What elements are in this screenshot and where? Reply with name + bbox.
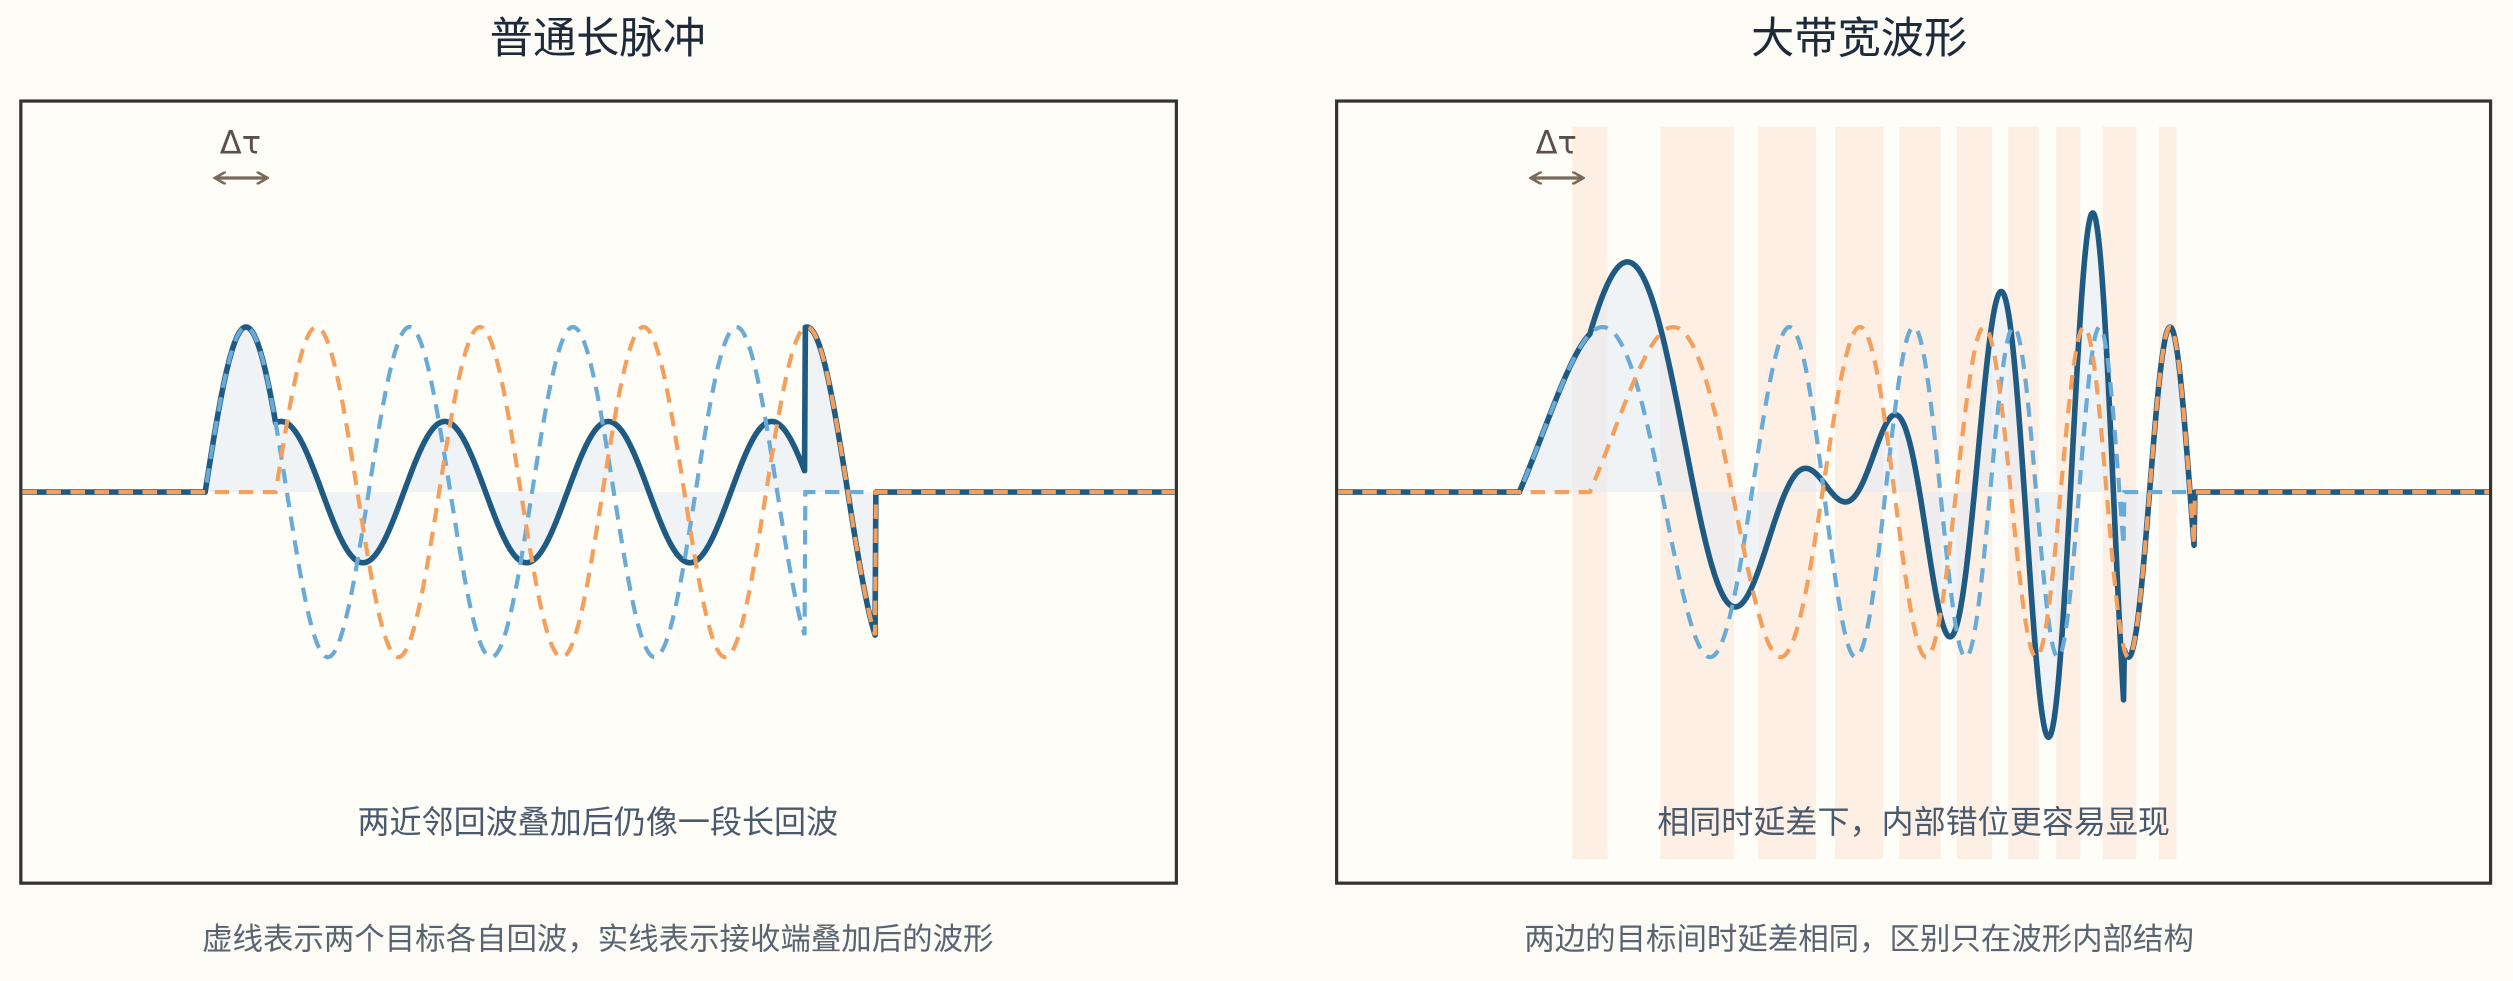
panel-caption: 两边的目标间时延差相同，区别只在波形内部结构	[1524, 922, 2194, 957]
band	[2158, 126, 2177, 860]
panel-note: 相同时延差下，内部错位更容易显现	[1657, 803, 2170, 841]
waveforms	[1336, 210, 2491, 740]
sum-area	[1519, 213, 2195, 738]
delta-label: Δτ	[1536, 123, 1577, 161]
panel-title: 大带宽波形	[1751, 14, 1967, 64]
waveforms	[20, 324, 1177, 660]
panel-caption: 虚线表示两个目标各自回波，实线表示接收端叠加后的波形	[202, 922, 993, 957]
delta-label: Δτ	[220, 123, 261, 161]
highlight-bands	[1572, 126, 2177, 860]
echo-b	[1338, 324, 2489, 660]
panel-title: 普通长脉冲	[490, 14, 706, 64]
sum-area	[205, 327, 876, 636]
panel-note: 两近邻回波叠加后仍像一段长回波	[357, 803, 838, 841]
echo-b	[22, 324, 1175, 660]
